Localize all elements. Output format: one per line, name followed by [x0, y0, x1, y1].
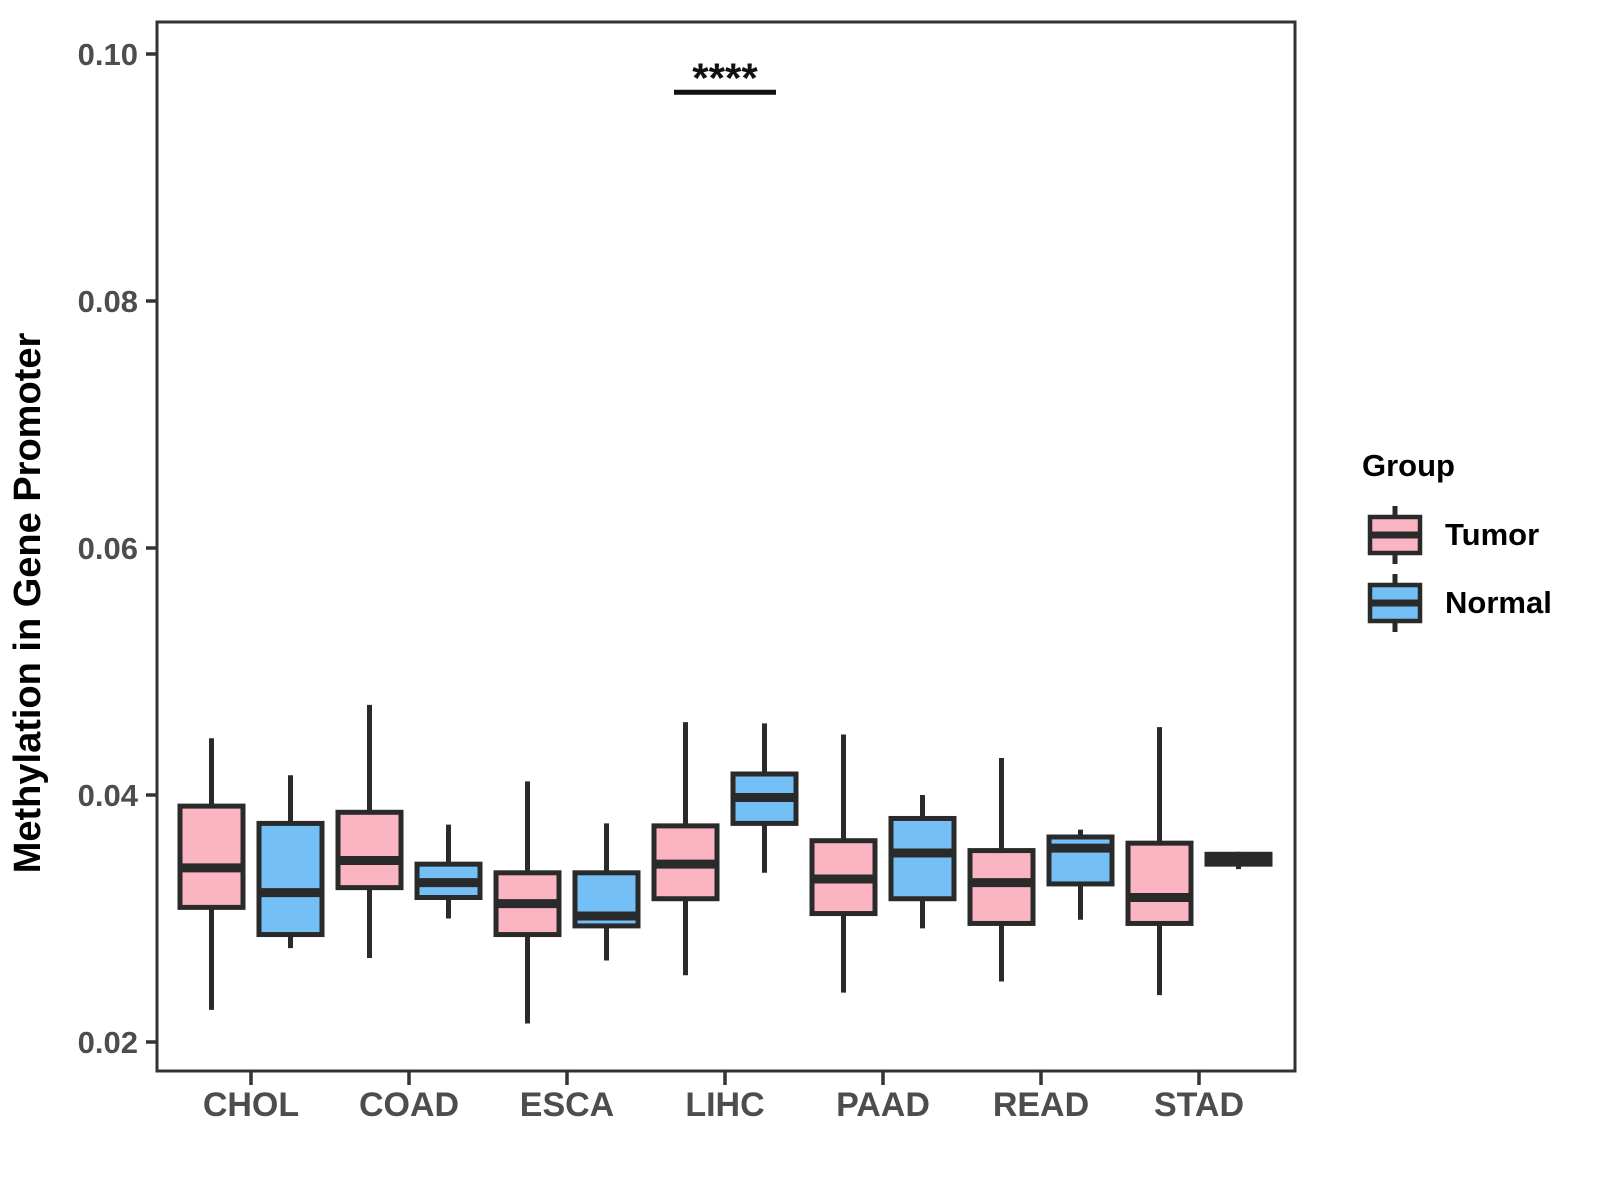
boxplot-PAAD-Tumor [809, 734, 878, 993]
boxplot-COAD-Normal [414, 824, 483, 919]
boxplot-CHOL-Normal [256, 775, 325, 949]
boxplot-LIHC-Tumor [651, 722, 720, 976]
legend-item-normal: Normal [1367, 572, 1552, 634]
x-tick-label: STAD [1154, 1086, 1244, 1124]
boxplot-CHOL-Tumor [177, 738, 246, 1010]
y-tick-label: 0.04 [78, 778, 139, 813]
legend-title: Group [1362, 448, 1455, 483]
boxplot-READ-Normal [1046, 829, 1115, 920]
x-tick-label: ESCA [520, 1086, 614, 1124]
y-axis-title: Methylation in Gene Promoter [7, 332, 49, 874]
iqr-box [1125, 840, 1194, 926]
iqr-box [888, 815, 957, 902]
boxplot-ESCA-Tumor [493, 781, 562, 1024]
legend: Group Tumor Normal [1360, 448, 1552, 640]
boxplot-COAD-Tumor [335, 704, 404, 959]
legend-boxplot-glyph [1367, 574, 1423, 632]
y-tick-label: 0.02 [78, 1025, 138, 1060]
x-tick-label: READ [993, 1086, 1089, 1124]
boxplot-ESCA-Normal [572, 823, 641, 961]
x-tick-label: LIHC [685, 1086, 764, 1124]
y-tick-label: 0.10 [78, 37, 138, 72]
x-tick-label: COAD [359, 1086, 459, 1124]
legend-items: Tumor Normal [1360, 504, 1552, 640]
legend-label: Tumor [1445, 517, 1540, 552]
boxplot-STAD-Tumor [1125, 727, 1194, 996]
legend-item-tumor: Tumor [1367, 504, 1552, 566]
boxplot-LIHC-Normal [730, 723, 799, 873]
iqr-box [256, 820, 325, 938]
x-tick-label: CHOL [203, 1086, 299, 1124]
iqr-box [335, 809, 404, 891]
x-tick-label: PAAD [836, 1086, 930, 1124]
legend-label: Normal [1445, 585, 1552, 620]
y-tick-label: 0.06 [78, 531, 138, 566]
boxplot-PAAD-Normal [888, 795, 957, 929]
panel-border [155, 20, 1297, 1073]
iqr-box [177, 803, 246, 910]
legend-boxplot-glyph [1367, 506, 1423, 564]
boxplot-STAD-Normal [1204, 851, 1273, 870]
y-tick-label: 0.08 [78, 284, 138, 319]
boxplot-READ-Tumor [967, 757, 1036, 982]
